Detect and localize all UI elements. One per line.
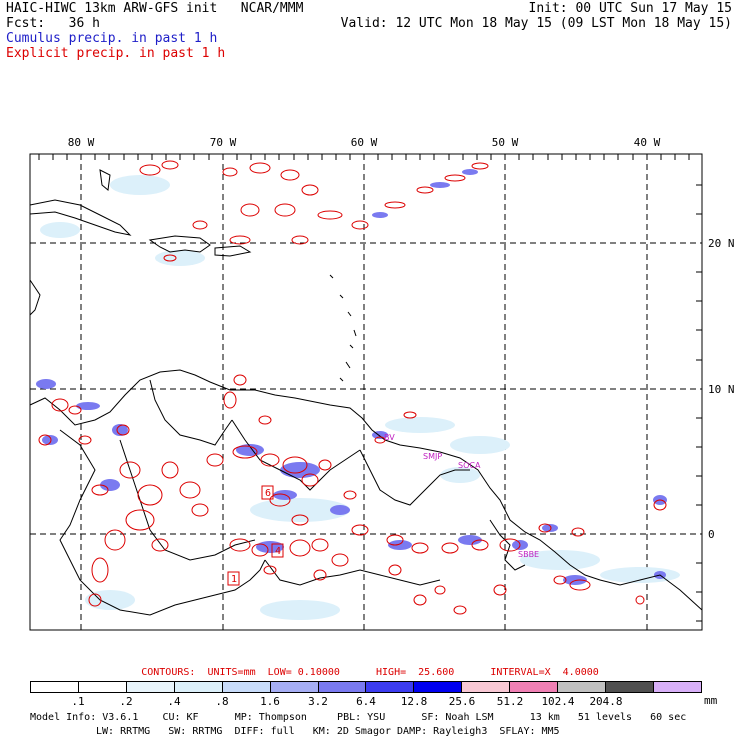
scale-cell xyxy=(174,682,223,692)
lat-label-10n: 10 N xyxy=(708,383,735,396)
scale-tick-label: 25.6 xyxy=(448,695,476,708)
coastlines xyxy=(29,169,703,616)
scale-cell xyxy=(270,682,319,692)
scale-tick-label: .4 xyxy=(167,695,181,708)
scale-cell xyxy=(366,682,415,692)
box-label-4: 4 xyxy=(275,546,281,557)
scale-tick-label: .8 xyxy=(215,695,229,708)
lat-label-0: 0 xyxy=(708,528,715,541)
lon-label-80w: 80 W xyxy=(68,136,95,149)
station-label-sbbe: SBBE xyxy=(518,550,539,559)
init-time: Init: 00 UTC Sun 17 May 15 xyxy=(528,1,733,16)
scale-cell xyxy=(126,682,175,692)
lon-label-40w: 40 W xyxy=(634,136,661,149)
color-scale-labels: .1 .2 .4 .8 1.6 3.2 6.4 12.8 25.6 51.2 102.4 204.8 xyxy=(30,695,702,708)
scale-cell xyxy=(653,682,701,692)
explicit-legend-label: Explicit precip. in past 1 h xyxy=(6,46,226,61)
scale-cell xyxy=(78,682,127,692)
header-right: Init: 00 UTC Sun 17 May 15 Valid: 12 UTC… xyxy=(341,1,732,31)
contour-info: CONTOURS: UNITS=mm LOW= 0.10000 HIGH= 25… xyxy=(141,667,599,678)
lat-lon-grid xyxy=(30,154,702,630)
lon-label-60w: 60 W xyxy=(351,136,378,149)
lon-label-70w: 70 W xyxy=(210,136,237,149)
model-info-line2: LW: RRTMG SW: RRTMG DIFF: full KM: 2D Sm… xyxy=(96,726,560,737)
frame-ticks xyxy=(38,154,702,622)
scale-tick-label: 1.6 xyxy=(260,695,280,708)
scale-cell xyxy=(558,682,607,692)
scale-cell xyxy=(222,682,271,692)
station-label-soca: SOCA xyxy=(458,461,481,470)
scale-cell xyxy=(462,682,511,692)
scale-tick-label: 51.2 xyxy=(496,695,524,708)
box-label-1: 1 xyxy=(231,574,237,585)
scale-tick-label: 3.2 xyxy=(308,695,328,708)
scale-cell xyxy=(318,682,367,692)
model-info-line1: Model Info: V3.6.1 CU: KF MP: Thompson P… xyxy=(30,712,687,723)
scale-tick-label: 204.8 xyxy=(589,695,623,708)
scale-cell xyxy=(414,682,463,692)
header-left: HAIC-HIWC 13km ARW-GFS init NCAR/MMM Fcs… xyxy=(6,1,303,61)
scale-units: mm xyxy=(704,694,718,707)
scale-tick-label: .1 xyxy=(71,695,85,708)
scale-tick-label: 6.4 xyxy=(356,695,376,708)
station-label-bv: BV xyxy=(384,433,395,442)
scale-cell xyxy=(606,682,654,692)
station-label-smjp: SMJP xyxy=(423,452,442,461)
scale-cell xyxy=(510,682,559,692)
scale-tick-label: .2 xyxy=(119,695,133,708)
explicit-precip-contours xyxy=(38,160,667,615)
color-scale-bar xyxy=(30,681,702,693)
cumulus-legend-label: Cumulus precip. in past 1 h xyxy=(6,31,218,46)
model-title: HAIC-HIWC 13km ARW-GFS init NCAR/MMM xyxy=(6,1,304,16)
box-label-6: 6 xyxy=(265,488,271,499)
region-boxes xyxy=(227,485,284,586)
lon-label-50w: 50 W xyxy=(492,136,519,149)
valid-time: Valid: 12 UTC Mon 18 May 15 (09 LST Mon … xyxy=(340,16,732,31)
scale-cell xyxy=(31,682,79,692)
scale-tick-label: 12.8 xyxy=(400,695,428,708)
lat-label-20n: 20 N xyxy=(708,237,735,250)
forecast-hour: Fcst: 36 h xyxy=(6,16,100,31)
map-frame xyxy=(29,153,703,631)
scale-tick-label: 102.4 xyxy=(541,695,575,708)
